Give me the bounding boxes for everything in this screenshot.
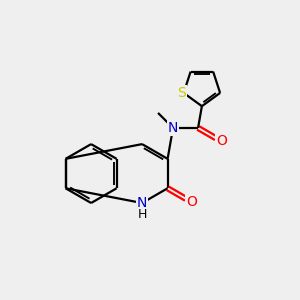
Text: N: N: [137, 196, 147, 210]
Text: N: N: [168, 121, 178, 135]
Text: S: S: [177, 86, 186, 100]
Text: O: O: [186, 195, 197, 209]
Text: H: H: [137, 208, 147, 221]
Text: O: O: [216, 134, 227, 148]
